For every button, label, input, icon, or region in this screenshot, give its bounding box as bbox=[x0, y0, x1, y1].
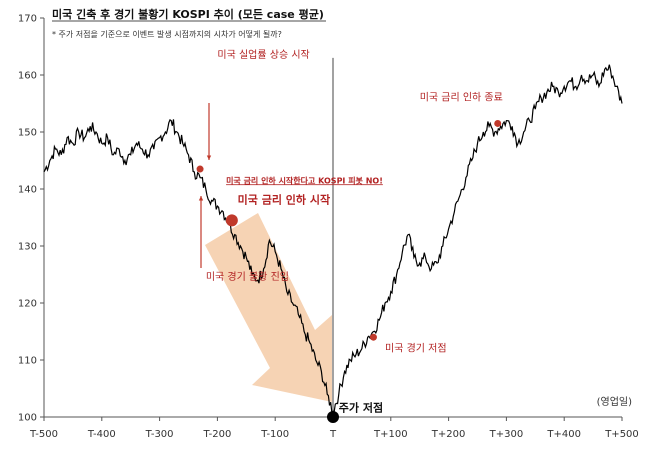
annotation-0: 미국 실업률 상승 시작 bbox=[217, 48, 309, 61]
event-marker-1 bbox=[225, 214, 238, 227]
event-markers bbox=[196, 119, 502, 423]
x-tick-label: T-400 bbox=[87, 429, 116, 440]
annotation-arrows bbox=[198, 103, 212, 268]
x-tick-label: T-300 bbox=[145, 429, 174, 440]
x-tick-label: T+400 bbox=[546, 429, 581, 440]
annotation-5: 미국 경기 저점 bbox=[385, 341, 447, 354]
x-tick-label: T+300 bbox=[489, 429, 524, 440]
arrow-unemployment-head bbox=[206, 155, 212, 160]
y-tick-label: 120 bbox=[18, 299, 37, 310]
y-tick-label: 130 bbox=[18, 242, 37, 253]
annotation-2: 미국 금리 인하 시작 bbox=[238, 192, 330, 206]
x-tick-label: T-200 bbox=[202, 429, 231, 440]
y-tick-label: 100 bbox=[18, 413, 37, 424]
y-tick-label: 140 bbox=[18, 185, 37, 196]
annotation-3: 미국 경기 불황 진입 bbox=[206, 270, 289, 283]
y-tick-label: 160 bbox=[18, 71, 37, 82]
annotation-4: 주가 저점 bbox=[339, 400, 383, 414]
y-tick-label: 110 bbox=[18, 356, 37, 367]
y-tick-label: 170 bbox=[18, 14, 37, 25]
x-tick-label: T-500 bbox=[29, 429, 58, 440]
arrow-recession-head bbox=[198, 196, 204, 201]
x-tick-label: T bbox=[329, 429, 337, 440]
x-unit-label: (영업일) bbox=[597, 395, 633, 408]
x-tick-label: T+100 bbox=[373, 429, 408, 440]
event-marker-2 bbox=[327, 411, 339, 423]
event-marker-4 bbox=[494, 119, 502, 127]
x-tick-label: T+500 bbox=[604, 429, 639, 440]
trend-arrow bbox=[205, 213, 332, 402]
event-marker-3 bbox=[369, 333, 377, 341]
y-axis: 100 110 120 130 140 150 160 170 bbox=[18, 14, 45, 424]
x-tick-label: T+200 bbox=[431, 429, 466, 440]
y-tick-label: 150 bbox=[18, 128, 37, 139]
annotation-1: 미국 금리 인하 시작한다고 KOSPI 피봇 NO! bbox=[226, 175, 383, 185]
x-axis: T-500 T-400 T-300 T-200 T-100 T T+100 T+200 T+30… bbox=[29, 416, 639, 440]
annotation-6: 미국 금리 인하 종료 bbox=[420, 91, 503, 104]
x-tick-label: T-100 bbox=[260, 429, 289, 440]
chart-title: 미국 긴축 후 경기 불황기 KOSPI 추이 (모든 case 평균) bbox=[52, 7, 324, 21]
chart-subtitle: * 주가 저점을 기준으로 이벤트 발생 시점까지의 시차가 어떻게 될까? bbox=[52, 29, 282, 39]
event-marker-0 bbox=[196, 165, 204, 173]
